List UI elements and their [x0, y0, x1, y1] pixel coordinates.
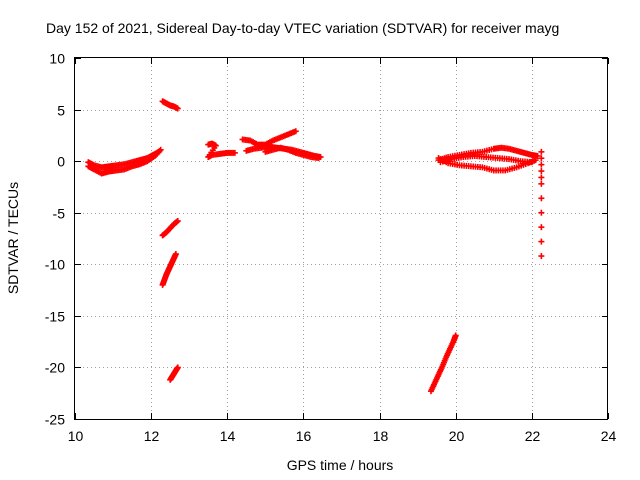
data-point — [538, 195, 545, 202]
data-point — [174, 217, 181, 224]
data-point — [172, 250, 179, 257]
y-tick-label: -5 — [53, 206, 66, 222]
y-tick-label: -10 — [45, 257, 65, 273]
data-point — [532, 157, 539, 164]
data-point — [538, 155, 545, 162]
x-axis-label: GPS time / hours — [287, 457, 394, 473]
x-tick-label: 14 — [220, 428, 236, 444]
data-point — [174, 364, 181, 371]
data-point — [538, 161, 545, 168]
data-point — [538, 148, 545, 155]
data-points — [85, 98, 545, 395]
data-point — [292, 128, 299, 135]
y-tick-label: -15 — [45, 309, 65, 325]
data-point — [528, 159, 535, 166]
x-tick-label: 18 — [373, 428, 389, 444]
grid-lines — [75, 58, 608, 419]
data-point — [452, 332, 459, 339]
y-tick-label: -25 — [45, 412, 65, 428]
data-point — [538, 253, 545, 260]
data-point — [315, 155, 322, 162]
data-point — [538, 238, 545, 245]
x-tick-label: 12 — [144, 428, 160, 444]
y-tick-label: 5 — [57, 103, 65, 119]
data-point — [538, 224, 545, 231]
y-axis-label: SDTVAR / TECUs — [5, 182, 21, 294]
data-point — [174, 105, 181, 112]
x-tick-label: 20 — [449, 428, 465, 444]
axis-ticks: 10 12 14 16 18 20 22 24 10 5 0 -5 -10 -15 -20 -25 — [45, 51, 617, 445]
x-tick-label: 22 — [525, 428, 541, 444]
plot-frame — [74, 57, 608, 420]
data-point — [538, 168, 545, 175]
data-point — [155, 148, 162, 155]
y-tick-label: -20 — [45, 360, 65, 376]
data-point — [534, 152, 541, 159]
x-tick-label: 16 — [296, 428, 312, 444]
data-point — [538, 174, 545, 181]
data-point — [231, 149, 238, 156]
data-point — [538, 209, 545, 216]
y-tick-label: 0 — [57, 154, 65, 170]
data-point — [538, 180, 545, 187]
x-tick-label: 10 — [68, 428, 84, 444]
x-tick-label: 24 — [601, 428, 617, 444]
y-tick-label: 10 — [49, 51, 65, 67]
chart-title: Day 152 of 2021, Sidereal Day-to-day VTE… — [46, 20, 559, 36]
